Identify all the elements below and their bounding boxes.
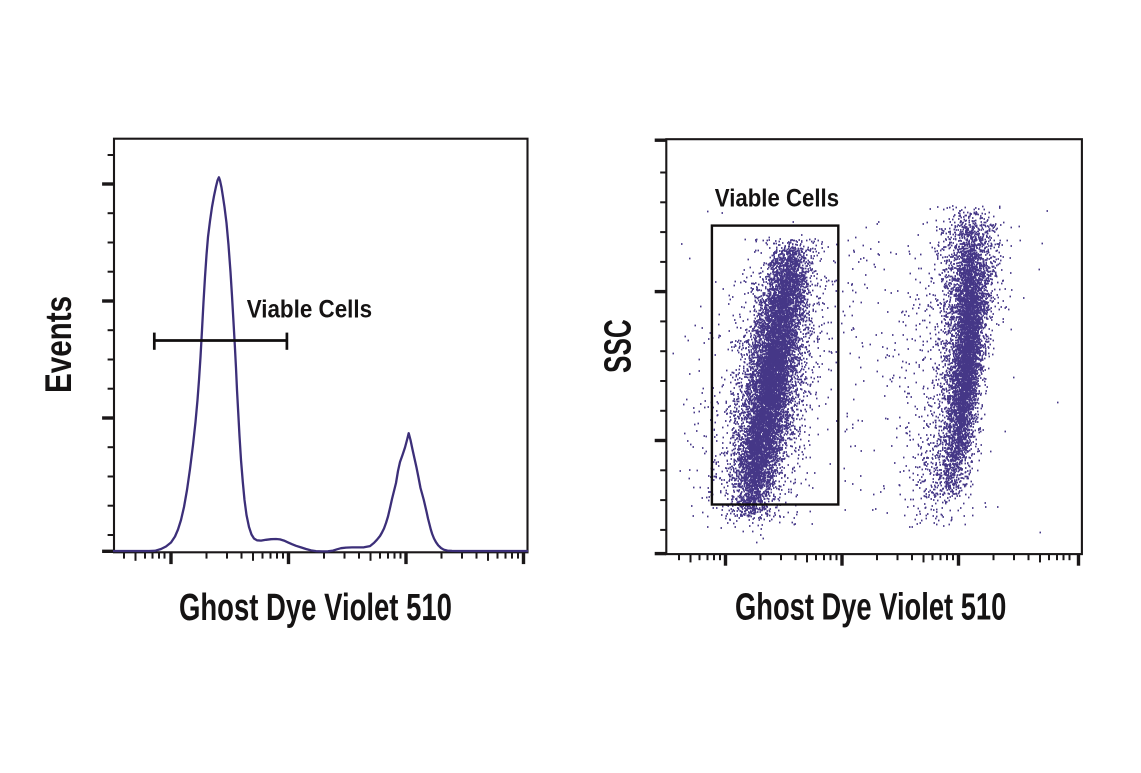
svg-text:SSC: SSC xyxy=(597,319,639,373)
svg-text:Events: Events xyxy=(39,296,80,393)
svg-text:Ghost Dye Violet 510: Ghost Dye Violet 510 xyxy=(735,585,1006,627)
svg-text:Viable Cells: Viable Cells xyxy=(247,295,372,324)
svg-text:Ghost Dye Violet 510: Ghost Dye Violet 510 xyxy=(179,587,452,629)
svg-text:Viable Cells: Viable Cells xyxy=(715,184,839,213)
